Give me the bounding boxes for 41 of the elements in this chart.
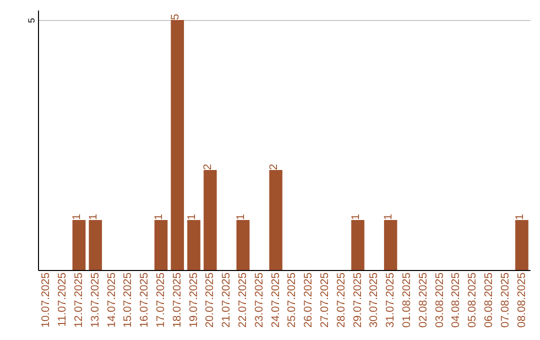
data-label: 1 bbox=[87, 214, 100, 220]
data-label: 1 bbox=[382, 214, 395, 220]
x-tick-label: 21.07.2025 bbox=[220, 272, 233, 328]
x-tick-label: 01.08.2025 bbox=[401, 272, 413, 328]
x-tick-label: 30.07.2025 bbox=[368, 272, 380, 328]
x-tick-label: 25.07.2025 bbox=[286, 272, 298, 328]
x-tick-label: 31.07.2025 bbox=[384, 272, 397, 328]
data-label: 1 bbox=[514, 214, 526, 220]
x-tick-label: 13.07.2025 bbox=[89, 272, 102, 328]
x-tick-label: 28.07.2025 bbox=[335, 272, 348, 328]
x-tick-label: 23.07.2025 bbox=[253, 272, 266, 328]
x-tick-label: 10.07.2025 bbox=[40, 272, 52, 328]
x-tick-label: 11.07.2025 bbox=[56, 272, 69, 327]
x-tick-label: 12.07.2025 bbox=[73, 272, 85, 328]
x-tick-label: 07.08.2025 bbox=[499, 272, 512, 328]
x-tick-label: 04.08.2025 bbox=[450, 272, 462, 328]
data-label: 1 bbox=[235, 214, 247, 220]
x-tick-label: 02.08.2025 bbox=[417, 272, 430, 328]
data-label: 5 bbox=[169, 14, 182, 20]
x-tick-label: 27.07.2025 bbox=[319, 272, 331, 328]
x-tick-label: 05.08.2025 bbox=[466, 272, 479, 328]
x-tick-label: 19.07.2025 bbox=[188, 272, 200, 328]
data-label: 1 bbox=[71, 214, 83, 220]
x-tick-label: 08.08.2025 bbox=[516, 272, 528, 328]
x-tick-label: 14.07.2025 bbox=[106, 272, 118, 328]
x-tick-label: 17.07.2025 bbox=[155, 272, 167, 328]
x-tick-label: 03.08.2025 bbox=[434, 272, 446, 328]
x-tick-label: 24.07.2025 bbox=[270, 272, 282, 328]
x-tick-label: 20.07.2025 bbox=[204, 272, 216, 328]
data-label: 1 bbox=[153, 214, 165, 220]
x-tick-label: 26.07.2025 bbox=[302, 272, 315, 328]
data-label: 2 bbox=[268, 164, 280, 170]
x-tick-label: 06.08.2025 bbox=[483, 272, 495, 328]
x-tick-label: 29.07.2025 bbox=[352, 272, 364, 328]
x-tick-label: 15.07.2025 bbox=[122, 272, 134, 328]
x-tick-label: 22.07.2025 bbox=[237, 272, 249, 328]
x-tick-label: 16.07.2025 bbox=[138, 272, 151, 328]
data-label: 1 bbox=[186, 214, 198, 220]
data-label: 1 bbox=[350, 214, 362, 220]
x-tick-label: 18.07.2025 bbox=[171, 272, 184, 328]
data-label: 2 bbox=[202, 164, 214, 170]
